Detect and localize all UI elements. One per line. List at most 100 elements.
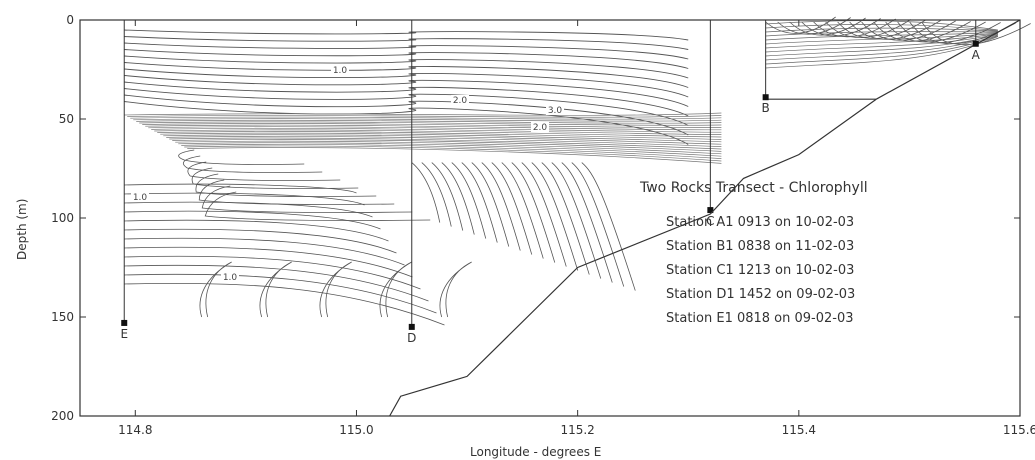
station-marker	[707, 207, 714, 214]
station-letter: E	[120, 327, 128, 341]
contour-line	[521, 162, 567, 267]
contour-label-bg	[131, 192, 149, 202]
contour-line	[154, 129, 722, 138]
contour-line	[124, 183, 357, 194]
x-axis-label: Longitude - degrees E	[470, 445, 601, 459]
station-marker	[972, 40, 979, 47]
contour-line	[178, 142, 722, 157]
contour-value-label: 3.0	[548, 106, 563, 116]
contour-line	[195, 173, 377, 197]
contour-line	[461, 162, 498, 243]
contour-line	[136, 119, 722, 124]
contour-line	[124, 42, 689, 60]
contour-line	[571, 162, 625, 287]
contour-line	[169, 137, 722, 150]
contour-line	[765, 36, 999, 69]
station-letter: A	[972, 48, 981, 62]
x-tick-label: 114.8	[118, 423, 152, 437]
station-marker	[762, 94, 769, 101]
contour-line	[471, 162, 510, 247]
contour-line	[187, 161, 341, 181]
contour-line	[531, 162, 579, 271]
contour-line	[187, 147, 722, 164]
contour-value-label: 2.0	[453, 96, 468, 106]
contour-label-bg	[331, 65, 349, 75]
contour-line	[765, 32, 998, 45]
contour-line	[765, 35, 998, 61]
contour-line	[199, 261, 232, 318]
contour-line	[541, 162, 590, 275]
contour-line	[124, 246, 413, 278]
contour-line	[124, 237, 405, 266]
contour-line	[172, 139, 722, 152]
contour-line	[124, 192, 365, 206]
contour-line	[175, 140, 722, 155]
legend-line: Station B1 0838 on 11-02-03	[666, 239, 854, 254]
contour-line	[127, 115, 722, 118]
contour-line	[765, 24, 998, 31]
contour-line	[124, 29, 689, 41]
contour-line	[561, 162, 613, 283]
x-tick-label: 115.0	[339, 423, 373, 437]
station-legend: Station A1 0913 on 10-02-03 Station B1 08…	[666, 215, 855, 326]
contour-value-label: 1.0	[133, 193, 148, 203]
contour-line	[551, 162, 602, 279]
contour-line	[139, 121, 722, 126]
contour-line	[259, 261, 292, 318]
chart-title: Two Rocks Transect - Chlorophyll	[639, 180, 868, 196]
contour-line	[481, 162, 521, 251]
contour-line	[491, 162, 533, 255]
contour-line	[178, 149, 305, 165]
contour-value-label: 2.0	[533, 123, 548, 133]
station-letter: C	[706, 214, 714, 228]
contour-line	[511, 162, 556, 263]
legend-line: Station D1 1452 on 09-02-03	[666, 287, 855, 302]
contour-line	[431, 162, 464, 231]
contour-value-label: 1.0	[223, 273, 238, 283]
y-tick-label: 150	[51, 310, 74, 324]
contour-line	[142, 123, 722, 128]
contour-line	[145, 124, 722, 131]
legend-line: Station C1 1213 on 10-02-03	[666, 263, 854, 278]
contour-line	[765, 20, 998, 31]
contour-line	[765, 33, 998, 49]
contour-lines: 1.02.03.01.02.01.0	[124, 16, 1031, 326]
y-tick-label: 0	[66, 13, 74, 27]
contour-line	[813, 18, 896, 38]
y-axis-label: Depth (m)	[15, 199, 29, 260]
y-tick-label: 200	[51, 409, 74, 423]
bathymetry-line	[389, 98, 877, 417]
contour-line	[191, 167, 359, 189]
x-tick-label: 115.4	[782, 423, 816, 437]
contour-line	[124, 75, 689, 107]
y-tick-label: 100	[51, 211, 74, 225]
contour-label-bg	[221, 272, 239, 282]
contour-line	[411, 162, 441, 223]
contour-label-bg	[546, 105, 564, 115]
contour-line	[184, 145, 722, 162]
contour-line	[130, 116, 722, 120]
contour-line	[124, 112, 722, 116]
contour-line	[501, 162, 544, 259]
y-tick-label: 50	[59, 112, 74, 126]
contour-line	[201, 185, 413, 213]
coast-slope-line	[875, 19, 1021, 100]
contour-line	[163, 134, 722, 145]
x-tick-label: 115.2	[560, 423, 594, 437]
station-letter: D	[407, 331, 416, 345]
contour-line	[183, 155, 323, 173]
contour-line	[921, 21, 1031, 46]
contour-label-bg	[531, 122, 549, 132]
station-profiles: A B C D E	[120, 19, 1021, 345]
contour-line	[204, 191, 431, 221]
contour-line	[133, 118, 722, 122]
contour-line	[166, 135, 722, 147]
contour-line	[124, 88, 689, 126]
contour-line	[124, 81, 689, 117]
contour-line	[151, 127, 722, 135]
contour-line	[124, 255, 421, 290]
contour-line	[160, 132, 722, 143]
x-tick-label: 115.6	[1003, 423, 1035, 437]
station-marker	[121, 319, 128, 326]
